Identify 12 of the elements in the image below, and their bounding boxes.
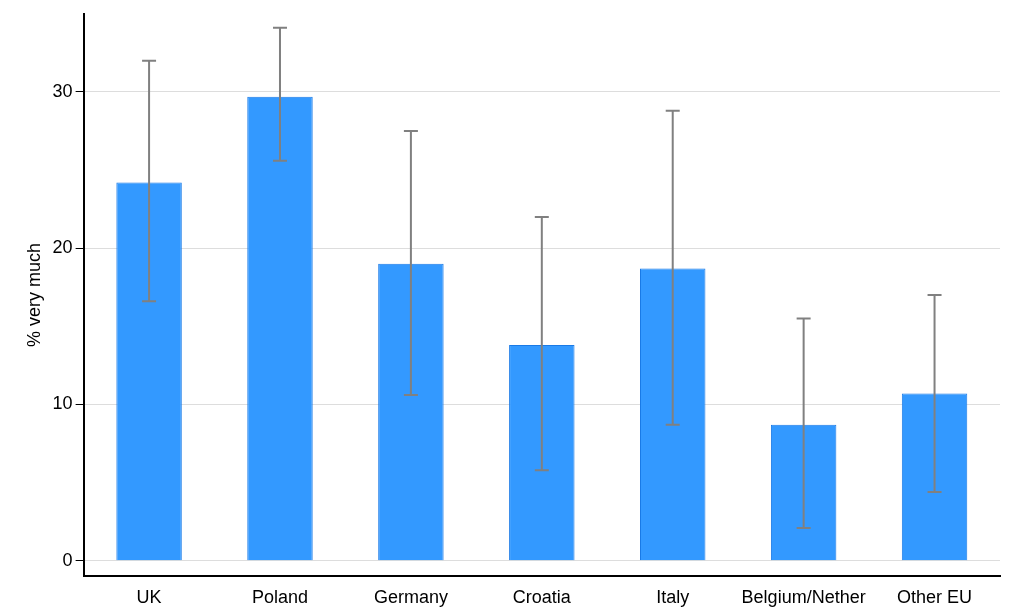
y-tick-label: 0 [62,549,73,570]
x-tick-label: Germany [373,587,448,608]
x-tick-label: Other EU [897,587,973,608]
x-tick-label: Poland [251,587,309,608]
y-axis-title: % very much [23,243,44,348]
x-tick-label: Italy [656,587,690,608]
y-tick-label: 20 [52,237,73,258]
x-tick-label: UK [136,587,162,608]
x-tick-label: Croatia [512,587,572,608]
y-tick-label: 10 [52,393,73,414]
x-tick-label: Belgium/Nether [741,587,866,608]
y-tick-label: 30 [52,80,73,101]
